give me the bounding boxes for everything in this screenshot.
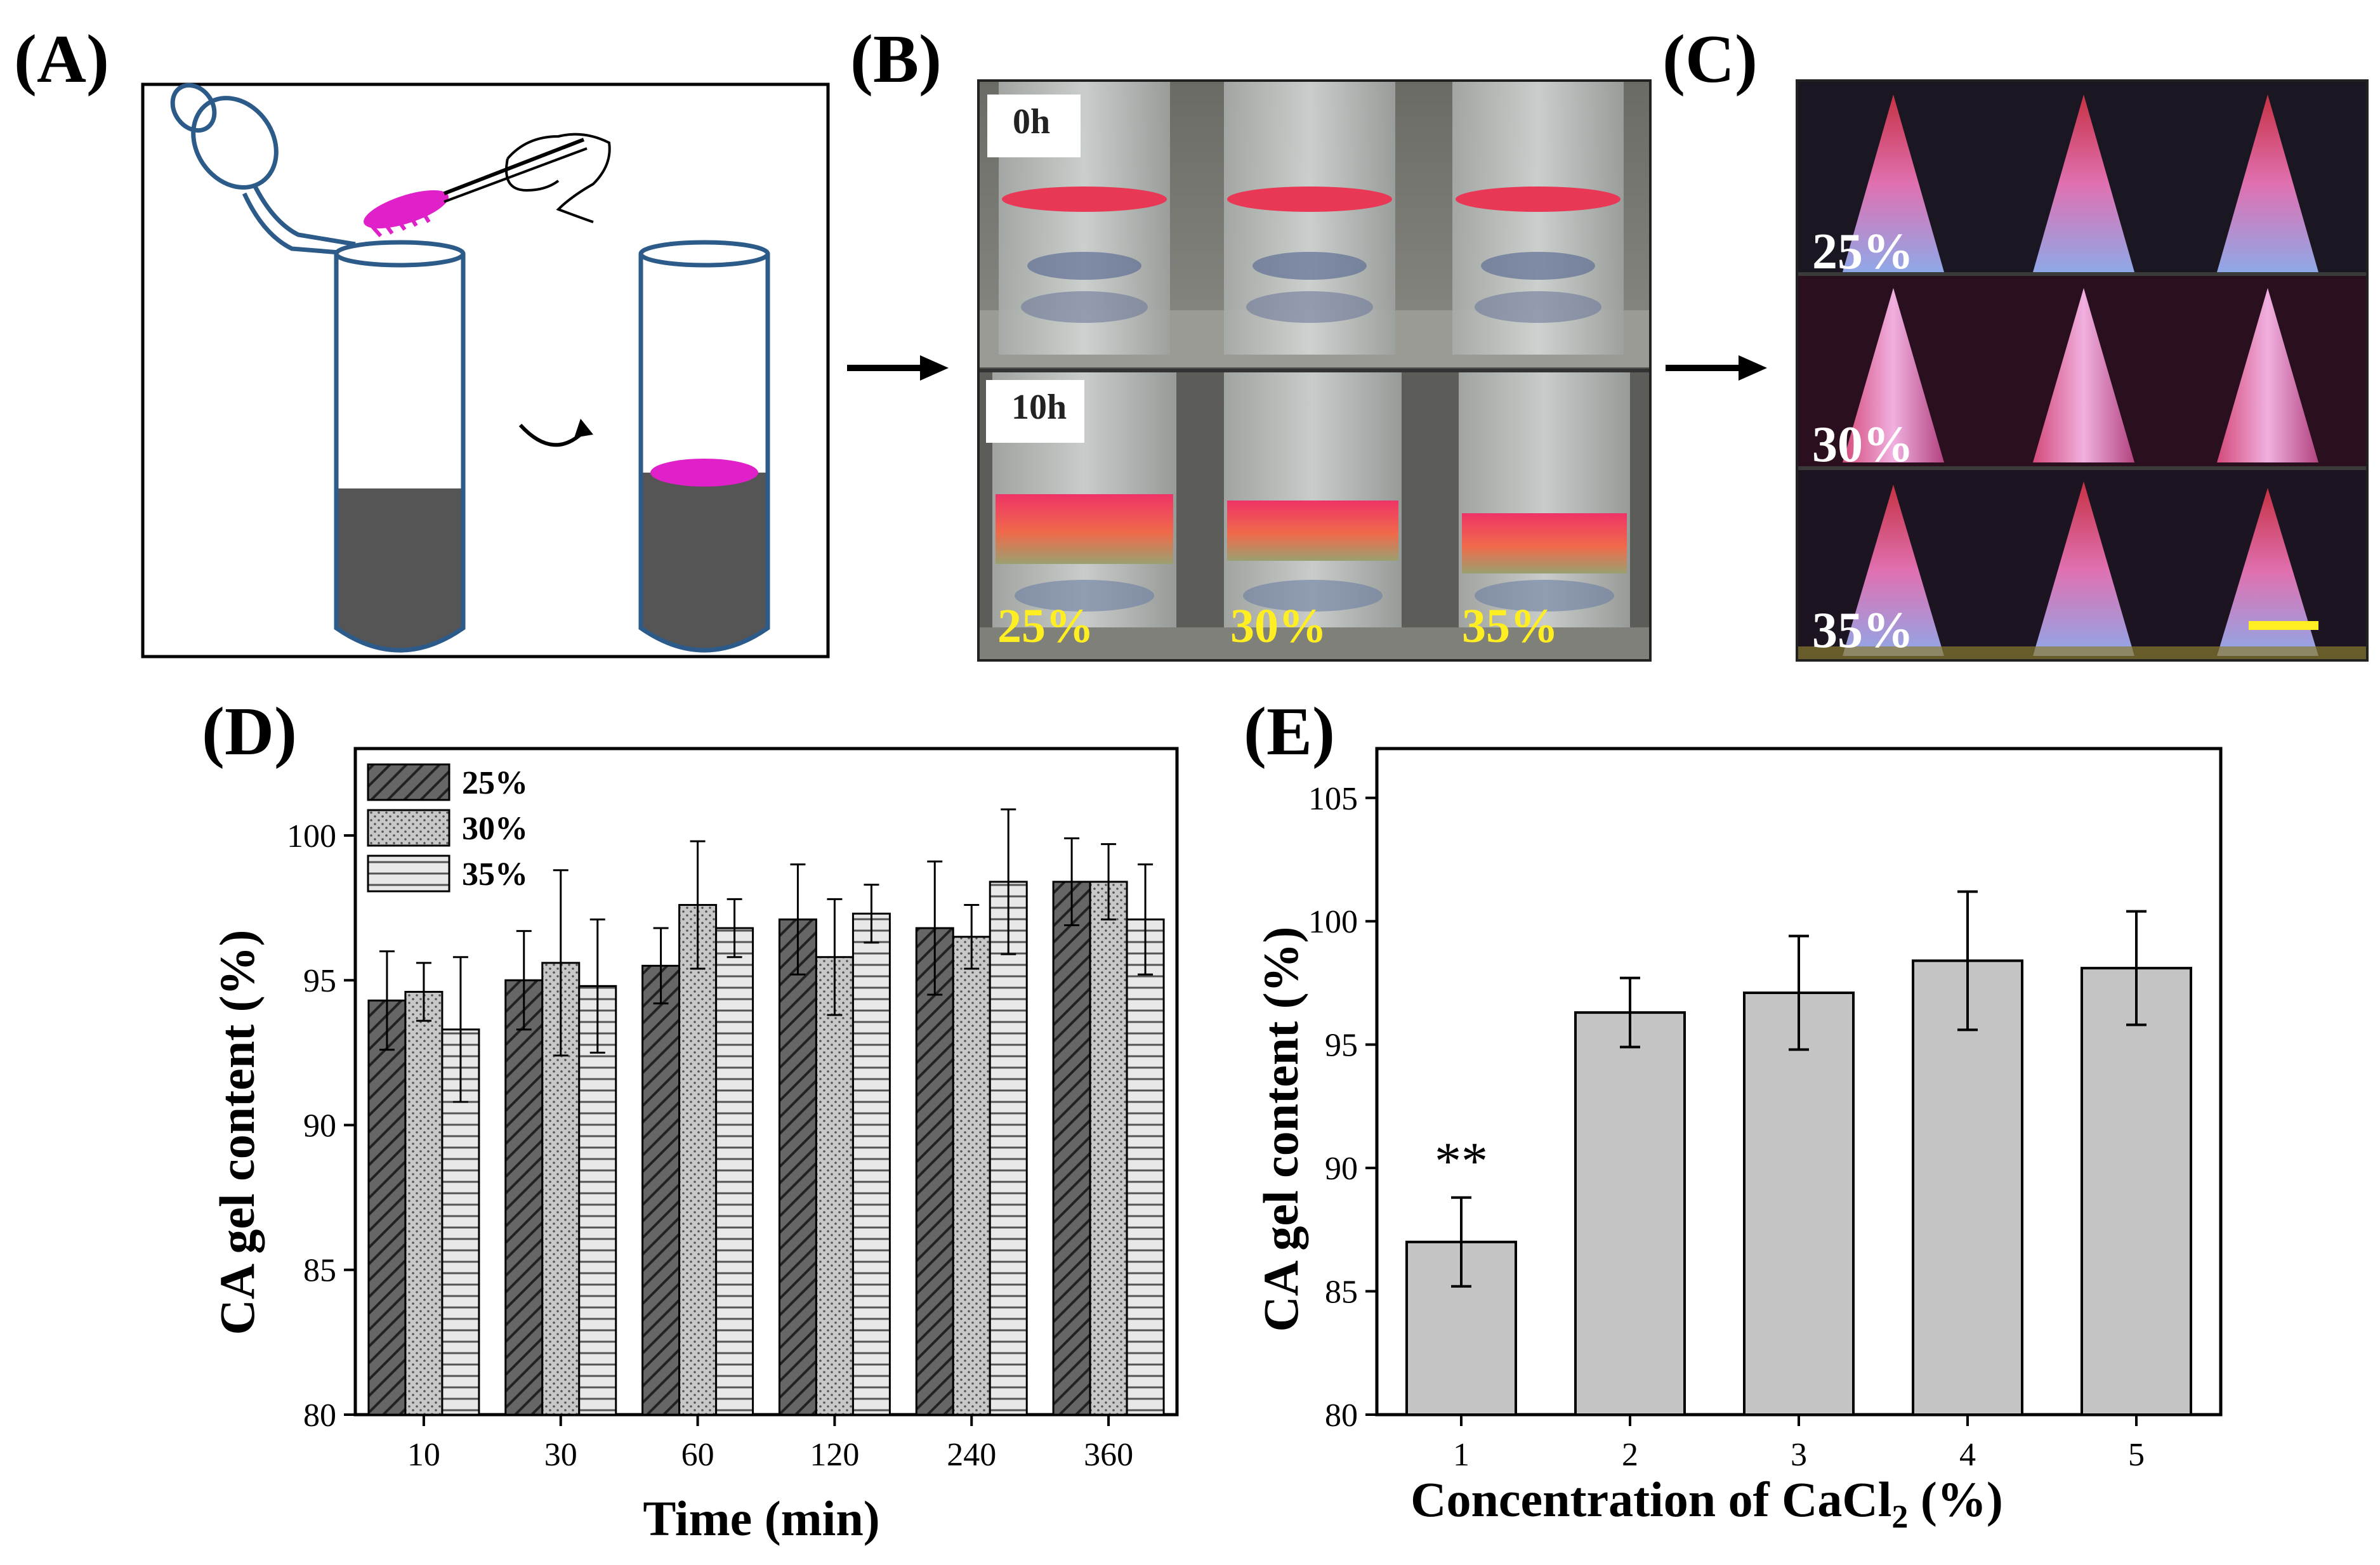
chart-d-bar xyxy=(1089,881,1128,1416)
chart-d-ytick-label: 85 xyxy=(303,1253,336,1289)
panel-b-photo: 0h 10h 25% 30% 35% xyxy=(977,79,1652,662)
label-10h: 10h xyxy=(986,380,1085,443)
label-c-30: 30% xyxy=(1812,417,1914,473)
chart-d-ytick-label: 95 xyxy=(303,963,336,999)
label-c-35: 35% xyxy=(1812,603,1914,658)
chart-d-ytick-label: 100 xyxy=(287,818,336,855)
chart-d-bar xyxy=(778,918,817,1416)
scale-bar xyxy=(2249,621,2318,630)
panel-label-b: (B) xyxy=(850,22,942,97)
panel-label-c: (C) xyxy=(1662,22,1758,97)
arrow-a-to-b xyxy=(847,355,949,381)
chart-d-bar xyxy=(851,912,891,1416)
chart-d-bar xyxy=(641,964,681,1416)
hand-brush-icon xyxy=(364,133,611,237)
label-b-35: 35% xyxy=(1462,599,1558,653)
chart-d-legend-swatch xyxy=(367,855,450,893)
panel-c-photo-art xyxy=(1798,82,2366,659)
panel-label-a: (A) xyxy=(14,22,109,97)
pipette-icon xyxy=(170,82,356,256)
chart-d-bar xyxy=(989,881,1028,1416)
chart-d-legend-swatch xyxy=(367,763,450,801)
chart-d-legend-label: 35% xyxy=(462,856,528,893)
label-b-30: 30% xyxy=(1230,599,1327,653)
chart-d-xtick-label: 240 xyxy=(947,1437,996,1473)
tube-right xyxy=(638,240,770,653)
chart-d-bar xyxy=(578,985,617,1416)
chart-d-bar xyxy=(1052,881,1091,1416)
panel-b-photo-art xyxy=(980,82,1649,659)
chart-d-xtick-label: 360 xyxy=(1084,1437,1133,1473)
label-b-25: 25% xyxy=(997,599,1094,653)
chart-d-xtick-label: 10 xyxy=(407,1437,440,1473)
tube-left xyxy=(334,240,466,653)
chart-d-bar xyxy=(715,927,754,1416)
chart-d-xtick-label: 120 xyxy=(810,1437,859,1473)
chart-d-ylabel: CA gel content (%) xyxy=(209,929,265,1335)
chart-d-bar xyxy=(367,999,407,1416)
arrow-b-to-c xyxy=(1666,355,1767,381)
chart-d-bar xyxy=(404,990,444,1416)
chart-d-bar xyxy=(915,927,954,1416)
panel-a-schematic xyxy=(141,82,830,658)
chart-d-bar xyxy=(815,956,854,1416)
chart-d-xlabel: Time (min) xyxy=(643,1491,879,1546)
chart-d-legend-label: 25% xyxy=(462,765,528,801)
label-0h: 0h xyxy=(987,95,1081,157)
label-c-25: 25% xyxy=(1812,224,1914,280)
chart-d-ytick-label: 80 xyxy=(303,1398,336,1434)
chart-d-ytick-label: 90 xyxy=(303,1108,336,1144)
chart-d-xtick-label: 60 xyxy=(681,1437,714,1473)
chart-d-xtick-label: 30 xyxy=(544,1437,577,1473)
chart-d-bar xyxy=(678,904,718,1416)
chart-d-bar xyxy=(1126,918,1165,1416)
chart-d-legend-label: 30% xyxy=(462,811,528,847)
chart-d-legend-swatch xyxy=(367,809,450,847)
chart-d-bar xyxy=(504,979,544,1416)
panel-c-photo: 25% 30% 35% xyxy=(1796,79,2369,662)
panel-label-e: (E) xyxy=(1244,694,1335,769)
chart-d-plot-frame xyxy=(353,747,1179,1417)
panel-label-d: (D) xyxy=(202,694,297,769)
chart-d-bar xyxy=(952,936,991,1416)
